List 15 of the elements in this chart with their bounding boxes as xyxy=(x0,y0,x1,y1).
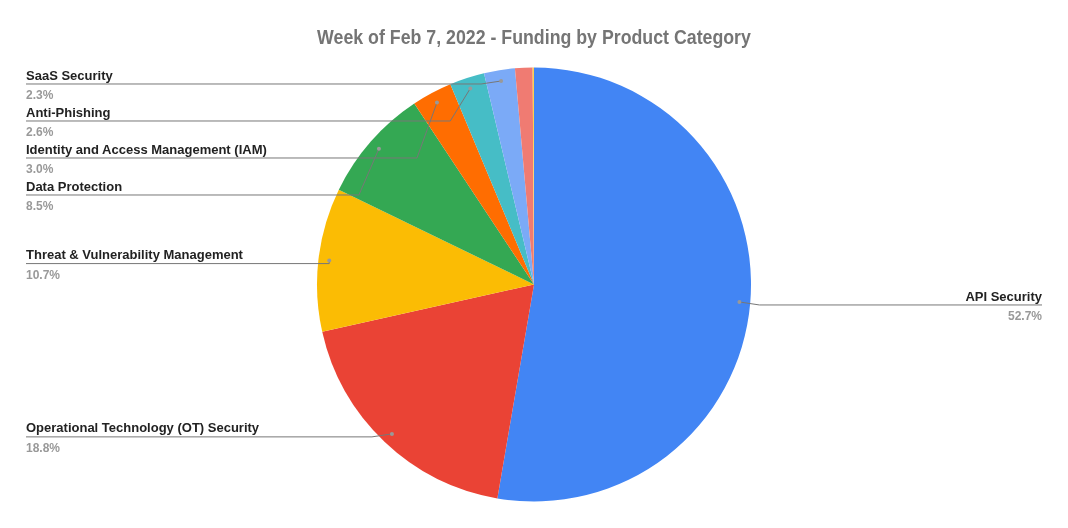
data-label: 3.0% xyxy=(26,162,54,177)
data-label: 8.5% xyxy=(26,199,54,214)
slice-label: API Security xyxy=(965,288,1043,304)
slice-label: Data Protection xyxy=(26,178,123,194)
slice-label: Threat & Vulnerability Management xyxy=(26,247,244,263)
slice-label: Operational Technology (OT) Security xyxy=(26,420,260,436)
slice-label: Anti-Phishing xyxy=(26,104,111,120)
data-label: 52.7% xyxy=(1007,309,1043,324)
slice-label: SaaS Security xyxy=(26,67,114,83)
slice-label: Identity and Access Management (IAM) xyxy=(26,141,267,157)
data-label: 18.8% xyxy=(26,441,61,456)
data-label: 2.3% xyxy=(26,88,54,103)
chart-title: Week of Feb 7, 2022 - Funding by Product Category xyxy=(317,25,752,48)
data-label: 2.6% xyxy=(26,125,54,140)
data-label: 10.7% xyxy=(26,267,61,282)
